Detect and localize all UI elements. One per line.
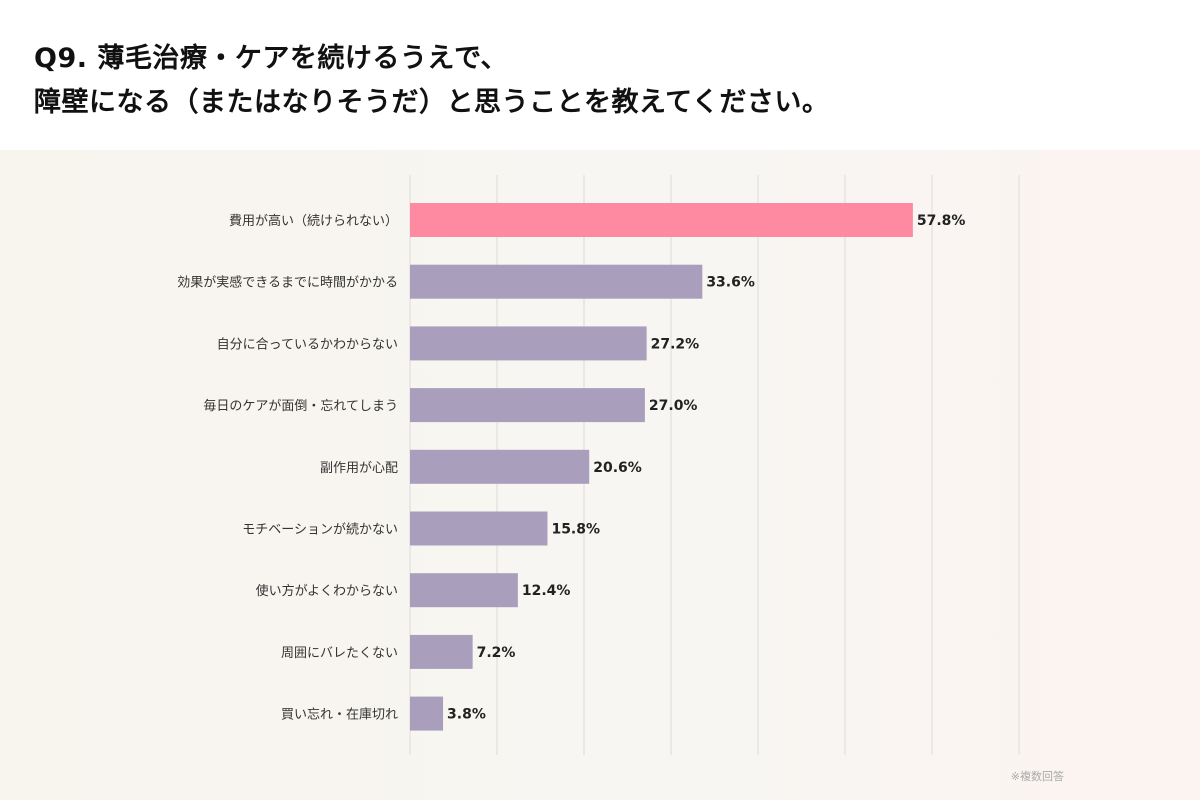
question-title-line-1: Q9. 薄毛治療・ケアを続けるうえで、 [34,43,509,74]
value-label: 15.8% [551,522,600,538]
category-label: 周囲にバレたくない [281,646,398,661]
bar-8 [410,634,473,669]
multiple-answer-note: ※複数回答 [1010,770,1064,783]
bar-1 [410,203,913,237]
category-label: モチベーションが続かない [242,523,398,538]
bar-7 [410,573,518,608]
category-label: 副作用が心配 [320,461,398,476]
value-label: 7.2% [477,645,516,661]
category-label: 使い方がよくわからない [256,583,398,599]
bar-9 [410,696,444,731]
value-label: 12.4% [522,583,571,599]
bar-chart: 費用が高い（続けられない） 57.8% 効果が実感できるまでに時間がかかる 33.6%… [177,175,1020,755]
bar-3 [410,326,647,361]
value-label: 20.6% [593,460,642,476]
category-label: 効果が実感できるまでに時間がかかる [177,275,398,291]
value-label: 27.0% [649,398,698,414]
value-label: 27.2% [651,336,700,352]
chart-panel [0,150,1200,800]
bar-4 [410,388,645,423]
value-label: 3.8% [447,707,486,723]
bar-2 [410,264,703,299]
category-label: 自分に合っているかわからない [217,337,398,352]
category-label: 買い忘れ・在庫切れ [281,708,398,723]
bar-5 [410,449,590,484]
question-title-line-2: 障壁になる（またはなりそうだ）と思うことを教えてください。 [34,87,830,118]
category-label: 費用が高い（続けられない） [229,213,398,229]
value-label: 33.6% [706,275,755,291]
bar-6 [410,511,548,546]
value-label: 57.8% [917,213,966,229]
category-label: 毎日のケアが面倒・忘れてしまう [203,398,398,414]
question-header: Q9. 薄毛治療・ケアを続けるうえで、 障壁になる（またはなりそうだ）と思うこと… [0,0,1200,150]
